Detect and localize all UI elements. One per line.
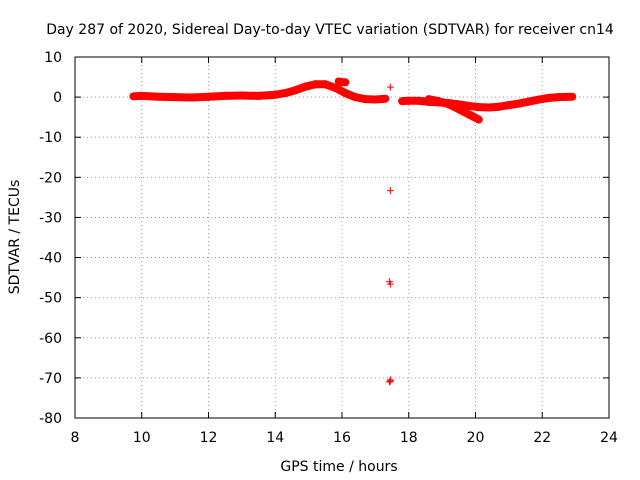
data-point	[138, 92, 146, 100]
y-tick-label: -70	[39, 371, 62, 387]
y-axis-label: SDTVAR / TECUs	[7, 180, 23, 295]
data-point	[154, 93, 162, 101]
x-tick-labels: 8 10 12 14 16 18 20 22 24	[71, 430, 618, 446]
data-point	[301, 83, 309, 91]
data-point	[281, 89, 289, 97]
data-point	[465, 110, 473, 118]
data-point	[371, 96, 379, 104]
data-point	[129, 92, 137, 100]
data-point	[398, 97, 406, 105]
x-tick-label: 14	[266, 430, 284, 446]
data-point	[415, 97, 423, 105]
data-point	[505, 101, 513, 109]
x-tick-label: 12	[200, 430, 218, 446]
data-point	[351, 93, 359, 101]
data-point	[331, 84, 339, 92]
y-tick-label: -20	[39, 170, 62, 186]
data-band-segment	[464, 110, 483, 124]
data-point	[515, 100, 523, 108]
data-point	[321, 80, 329, 88]
data-point	[205, 93, 212, 101]
data-points	[129, 77, 577, 386]
y-tick-label: -10	[39, 130, 62, 146]
data-point	[455, 105, 463, 113]
data-point	[555, 93, 563, 101]
data-point	[341, 89, 349, 97]
data-point	[535, 96, 543, 104]
data-point	[435, 97, 443, 105]
data-point	[381, 95, 389, 103]
plot-frame	[74, 56, 610, 419]
x-axis-label: GPS time / hours	[280, 459, 397, 475]
data-point	[485, 104, 493, 112]
y-tick-label: -60	[39, 331, 62, 347]
data-point	[475, 103, 483, 111]
x-tick-label: 20	[467, 430, 485, 446]
data-point	[386, 280, 394, 288]
x-tick-label: 18	[400, 430, 418, 446]
data-point	[445, 100, 453, 108]
data-point	[495, 103, 503, 111]
data-point	[465, 102, 473, 110]
data-point	[361, 95, 369, 103]
data-point	[525, 98, 533, 106]
data-point	[568, 93, 576, 101]
data-point	[386, 83, 394, 91]
x-tick-label: 16	[333, 430, 351, 446]
y-tick-label: 0	[53, 90, 62, 106]
data-point	[221, 92, 229, 100]
y-tick-label: 10	[44, 50, 62, 66]
y-tick-label: -80	[39, 411, 62, 427]
y-tick-labels: 10 0 -10 -20 -30 -40 -50 -60 -70 -80	[39, 50, 62, 427]
x-tick-label: 10	[133, 430, 151, 446]
data-point	[188, 94, 196, 102]
data-point	[385, 378, 393, 386]
data-point	[171, 93, 179, 101]
data-point	[238, 92, 246, 100]
data-point	[405, 97, 413, 105]
x-tick-label: 8	[71, 430, 80, 446]
chart-title: Day 287 of 2020, Sidereal Day-to-day VTE…	[46, 22, 614, 38]
data-point	[475, 116, 483, 124]
y-tick-label: -30	[39, 210, 62, 226]
data-point	[545, 94, 553, 102]
data-point	[386, 187, 394, 195]
x-tick-label: 22	[533, 430, 551, 446]
y-tick-label: -50	[39, 291, 62, 307]
data-point	[271, 91, 279, 99]
data-point	[291, 86, 299, 94]
data-point	[255, 92, 263, 100]
x-tick-label: 24	[600, 430, 618, 446]
data-point	[341, 78, 349, 86]
data-point	[311, 80, 319, 88]
data-point	[425, 95, 433, 103]
data-point	[386, 377, 394, 385]
y-tick-label: -40	[39, 251, 62, 267]
